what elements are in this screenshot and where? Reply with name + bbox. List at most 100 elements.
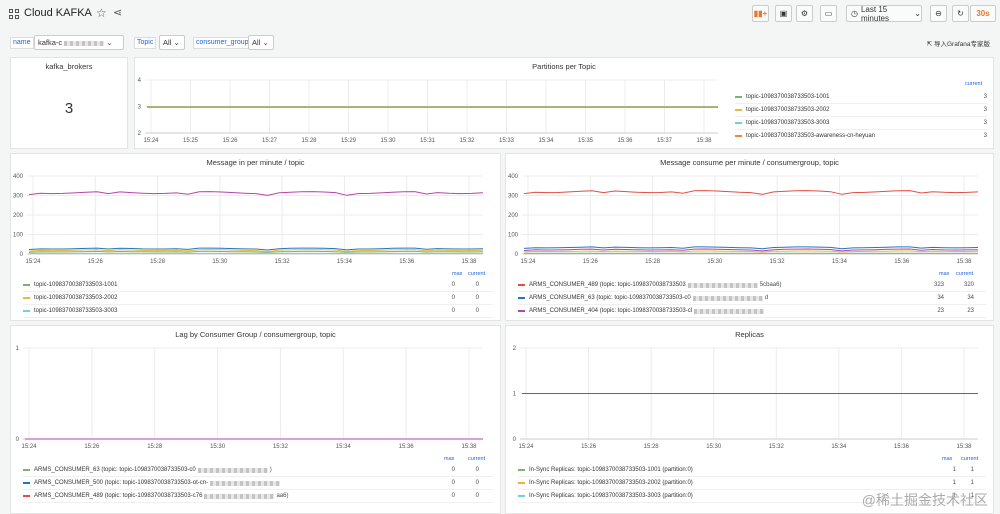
legend-label: ARMS_CONSUMER_63 (topic: topic-109837003…	[529, 295, 691, 301]
legend-header-current: current	[956, 271, 974, 277]
redacted-text	[197, 467, 268, 473]
time-range-picker[interactable]: ◷ Last 15 minutes ⌄	[846, 4, 922, 23]
legend-swatch	[23, 469, 30, 471]
refresh-interval-picker[interactable]: 30s	[970, 5, 996, 22]
variable-select-name[interactable]: kafka-c ⌄	[34, 35, 124, 50]
x-tick-label: 15:36	[894, 259, 910, 265]
x-tick-label: 15:38	[696, 138, 712, 144]
panel-title: Message consume per minute / consumergro…	[660, 158, 839, 167]
x-tick-label: 15:26	[222, 138, 238, 144]
legend-header-current: current	[961, 456, 979, 462]
x-tick-label: 15:28	[645, 259, 661, 265]
y-tick-label: 0	[16, 437, 20, 443]
variable-select-consumer-group[interactable]: All ⌄	[248, 35, 274, 50]
panel-message-in: Message in per minute / topic 400 300 200 1…	[10, 153, 501, 321]
redacted-text	[204, 493, 275, 499]
y-tick-label: 1	[16, 346, 20, 352]
legend-current: 3	[983, 120, 987, 126]
legend-label: topic-1098370038733503-awareness-cn-heyu…	[746, 133, 876, 139]
dashboard-settings-button[interactable]: ⚙	[796, 5, 813, 22]
panel-kafka-brokers: kafka_brokers 3	[10, 57, 128, 149]
time-range-label: Last 15 minutes	[860, 4, 889, 23]
panel-partitions-per-topic: Partitions per Topic 4 3 2 15:24 15:25 15:26 1…	[134, 57, 994, 149]
series-line[interactable]	[28, 247, 484, 251]
partitions-chart[interactable]: 4 3 215:24 15:25 15:26 15:27 15:28 15:29 15:30 15…	[135, 58, 725, 150]
panel-message-consume: Message consume per minute / consumergro…	[505, 153, 994, 321]
series-line[interactable]	[523, 248, 979, 252]
legend-item[interactable]: topic-1098370038733503-2002 3	[735, 104, 987, 116]
apps-grid-icon[interactable]	[9, 9, 19, 19]
refresh-button[interactable]: ↻	[952, 5, 969, 22]
legend-item[interactable]: topic-1098370038733503-3003 3	[735, 117, 987, 129]
redacted-text	[692, 295, 763, 301]
add-panel-button[interactable]: ▮▮+	[752, 5, 769, 22]
series-line[interactable]	[523, 246, 979, 250]
x-tick-label: 15:28	[150, 259, 166, 265]
legend-item[interactable]: topic-1098370038733503-awareness-cn-heyu…	[735, 130, 987, 142]
legend-separator	[735, 103, 987, 104]
series-line[interactable]	[28, 249, 484, 253]
legend-max: 34	[937, 295, 944, 301]
view-mode-button[interactable]: ▭	[820, 5, 837, 22]
message-in-chart[interactable]: 400 300 200 100 015:24 15:26 15:28 15:30 15:32 15…	[11, 166, 502, 281]
y-tick-label: 400	[13, 174, 24, 180]
legend-item[interactable]: In-Sync Replicas: topic-1098370038733503…	[518, 464, 986, 476]
series-line[interactable]	[523, 250, 979, 253]
watermark: @稀土掘金技术社区	[861, 492, 988, 508]
share-icon[interactable]: ⋖	[113, 7, 123, 19]
legend-item[interactable]: ARMS_CONSUMER_63 (topic: topic-109837003…	[23, 464, 493, 476]
legend-item[interactable]: topic-1098370038733503-3003 0 0	[23, 305, 493, 317]
legend-label: topic-1098370038733503-3003	[34, 308, 118, 314]
replicas-chart[interactable]: 2 1 015:24 15:26 15:28 15:30 15:32 15:34 15:36 15…	[506, 326, 995, 456]
x-tick-label: 15:36	[399, 444, 415, 450]
dashboard-title[interactable]: Cloud KAFKA	[24, 7, 92, 19]
legend-item[interactable]: ARMS_CONSUMER_489 (topic: topic-10983700…	[518, 279, 986, 291]
legend-max: 1	[952, 493, 956, 499]
variable-value-name: kafka-c	[38, 38, 63, 47]
legend-max: 0	[451, 295, 455, 301]
save-dashboard-button[interactable]: ▣	[775, 5, 792, 22]
legend-item[interactable]: topic-1098370038733503-1001 0 0	[23, 279, 493, 291]
series-line[interactable]	[523, 190, 979, 195]
variable-select-topic[interactable]: All ⌄	[159, 35, 185, 50]
legend-header-max: max	[939, 271, 950, 277]
legend-label: ARMS_CONSUMER_63 (topic: topic-109837003…	[34, 467, 196, 473]
legend-current: 1	[970, 467, 974, 473]
legend-item[interactable]: In-Sync Replicas: topic-1098370038733503…	[518, 477, 986, 489]
star-icon[interactable]: ☆	[96, 6, 107, 20]
import-grafana-link[interactable]: ⇱ 导入Grafana专家版	[927, 38, 990, 48]
legend-label: topic-1098370038733503-2002	[746, 107, 830, 113]
zoom-out-button[interactable]: ⊖	[930, 5, 947, 22]
panel-title: Partitions per Topic	[532, 62, 596, 71]
y-tick-label: 4	[138, 78, 142, 84]
x-tick-label: 15:29	[341, 138, 357, 144]
x-tick-label: 15:33	[499, 138, 515, 144]
series-line[interactable]	[28, 191, 484, 196]
legend-item[interactable]: topic-1098370038733503-1001 3	[735, 91, 987, 103]
variable-label-consumer-group: consumer_group	[193, 37, 252, 49]
x-tick-label: 15:30	[707, 259, 723, 265]
legend-item[interactable]: topic-1098370038733503-2002 0 0	[23, 292, 493, 304]
legend-max: 1	[952, 467, 956, 473]
redacted-text	[687, 282, 758, 288]
legend-label: topic-1098370038733503-1001	[34, 282, 118, 288]
y-tick-label: 200	[508, 213, 519, 219]
x-tick-label: 15:37	[657, 138, 673, 144]
legend-item[interactable]: ARMS_CONSUMER_500 (topic: topic-10983700…	[23, 477, 493, 489]
lag-chart[interactable]: 1 015:24 15:26 15:28 15:30 15:32 15:34 15:36 15:…	[11, 326, 502, 456]
x-tick-label: 15:34	[832, 259, 848, 265]
legend-item[interactable]: ARMS_CONSUMER_489 (topic: topic-10983700…	[23, 490, 493, 502]
message-consume-chart[interactable]: 400 300 200 100 015:24 15:26 15:28 15:30 15:32 15…	[506, 166, 995, 281]
add-panel-icon: ▮▮+	[753, 9, 768, 18]
panel-title: kafka_brokers	[45, 62, 93, 71]
x-tick-label: 15:28	[644, 444, 660, 450]
legend-item[interactable]: In-Sync Replicas: topic-1098370038733503…	[518, 490, 986, 502]
monitor-icon: ▭	[824, 9, 833, 18]
legend-label: topic-1098370038733503-2002	[34, 295, 118, 301]
legend-current: 3	[983, 133, 987, 139]
legend-item[interactable]: ARMS_CONSUMER_63 (topic: topic-109837003…	[518, 292, 986, 304]
legend-max: 0	[451, 282, 455, 288]
x-tick-label: 15:27	[262, 138, 278, 144]
legend-item[interactable]: ARMS_CONSUMER_404 (topic: topic-10983700…	[518, 305, 986, 317]
series-line[interactable]	[28, 250, 484, 253]
